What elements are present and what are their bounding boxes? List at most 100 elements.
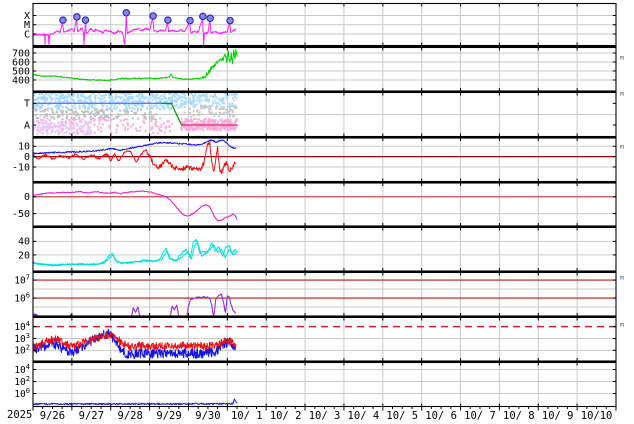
status-lavender-cloud-dot	[33, 128, 35, 131]
status-pink-cloud2-dot	[224, 120, 227, 123]
y-tick-label: 500	[12, 66, 30, 77]
status-gray-cloud-dot	[71, 111, 74, 114]
status-pink-cloud2-dot	[189, 119, 192, 122]
status-gray-cloud2-dot	[232, 115, 235, 118]
status-lavender-cloud-dot	[64, 124, 67, 127]
status-cyan-cloud2-dot	[191, 96, 194, 99]
pflux-burst2-series	[169, 304, 180, 316]
status-cyan-cloud-dot	[84, 106, 87, 109]
status-cyan-cloud-dot	[40, 106, 43, 109]
status-lavender-cloud-dot	[36, 133, 39, 136]
status-cyan-cloud-dot	[168, 93, 171, 95]
status-cyan-cloud-dot	[149, 101, 152, 104]
status-cyan-cloud-dot	[135, 105, 138, 108]
status-gray-cloud-dot	[104, 114, 107, 117]
electron-flux-panel	[33, 318, 616, 361]
status-pink-cloud2-dot	[185, 120, 188, 123]
status-cyan-cloud2-dot	[207, 100, 210, 103]
status-cyan-cloud-dot	[111, 93, 114, 95]
status-pink-cloud-dot	[163, 131, 166, 134]
status-gray-cloud2-dot	[205, 105, 208, 108]
status-cyan-cloud-dot	[180, 95, 183, 98]
status-cyan-cloud-dot	[158, 96, 161, 99]
status-pink-cloud2-dot	[188, 125, 191, 128]
flare-peak-marker	[206, 14, 214, 23]
status-lavender-cloud-dot	[42, 127, 45, 130]
status-gray-cloud2-dot	[201, 113, 204, 116]
status-pink-cloud-dot	[164, 127, 167, 130]
status-lavender-cloud-dot	[48, 124, 51, 127]
status-cyan-cloud-dot	[58, 93, 61, 95]
status-cyan-cloud-dot	[59, 102, 62, 105]
status-cyan-cloud2-dot	[184, 103, 187, 106]
status-cyan-cloud-dot	[129, 95, 132, 98]
status-lavender-cloud-dot	[89, 126, 92, 129]
status-cyan-cloud-dot	[150, 106, 153, 109]
y-tick-label: 0	[24, 192, 30, 203]
status-cyan-cloud2-dot	[224, 93, 227, 95]
status-pink-cloud2-dot	[214, 128, 217, 131]
status-pink-cloud2-dot	[204, 125, 207, 128]
status-cyan-cloud2-dot	[190, 93, 193, 95]
status-cyan-cloud-dot	[82, 103, 85, 106]
status-cyan-cloud-dot	[47, 103, 50, 106]
status-gray-cloud-dot	[61, 118, 64, 121]
status-cyan-cloud2-dot	[213, 93, 216, 96]
status-lavender-cloud-dot	[88, 133, 91, 136]
status-lavender-cloud-dot	[85, 120, 88, 123]
status-lavender-cloud-dot	[64, 122, 67, 125]
status-pink-cloud-dot	[79, 119, 82, 122]
status-gray-cloud2-dot	[208, 110, 211, 113]
status-cyan-cloud-dot	[118, 93, 121, 95]
status-pink-cloud-dot	[97, 117, 100, 120]
status-cyan-cloud-dot	[57, 100, 60, 103]
status-pink-cloud2-dot	[189, 128, 192, 131]
status-pink-cloud2-dot	[197, 126, 200, 129]
status-gray-cloud2-dot	[227, 110, 230, 113]
y-tick-label: X	[24, 11, 30, 22]
y-tick-label: 103	[14, 332, 30, 345]
status-pink-cloud2-dot	[219, 118, 222, 121]
status-gray-cloud-dot	[85, 110, 88, 113]
status-gray-cloud2-dot	[229, 108, 232, 111]
status-pink-cloud2-dot	[221, 121, 224, 124]
status-cyan-cloud-dot	[54, 105, 57, 108]
status-cyan-cloud-dot	[62, 96, 65, 99]
status-pink-cloud2-dot	[192, 118, 195, 121]
flare-peak-marker	[73, 13, 81, 21]
status-cyan-cloud-dot	[124, 101, 127, 104]
status-pink-cloud2-dot	[222, 120, 225, 123]
status-gray-cloud-dot	[155, 113, 158, 116]
status-pink-cloud-dot	[76, 129, 79, 132]
status-pink-cloud2-dot	[183, 120, 186, 123]
status-cyan-cloud-dot	[132, 103, 135, 106]
status-cyan-cloud-dot	[44, 93, 47, 96]
status-pink-cloud-dot	[44, 120, 47, 123]
status-pink-cloud-dot	[57, 121, 60, 124]
status-cyan-cloud2-dot	[214, 95, 217, 98]
status-cyan-cloud-dot	[159, 108, 162, 111]
status-gray-cloud-dot	[69, 108, 72, 111]
y-tick-label: -10	[12, 162, 30, 173]
status-cyan-cloud-dot	[136, 95, 139, 98]
status-gray-cloud2-dot	[222, 108, 225, 111]
status-pink-cloud2-dot	[188, 120, 191, 123]
status-pink-cloud-dot	[126, 124, 129, 127]
status-cyan-cloud2-dot	[188, 99, 191, 102]
status-pink-cloud2-dot	[204, 118, 207, 121]
y-tick-label: 600	[12, 57, 30, 68]
status-pink-cloud2-dot	[229, 119, 232, 122]
status-lavender-cloud-dot	[45, 128, 48, 131]
status-pink-cloud2-dot	[218, 128, 221, 131]
status-cyan-cloud2-dot	[196, 96, 199, 99]
status-cyan-cloud-dot	[173, 105, 176, 108]
status-cyan-cloud-dot	[144, 95, 147, 98]
status-lavender-cloud-dot	[54, 126, 57, 129]
status-pink-cloud-dot	[144, 129, 147, 132]
status-cyan-cloud-dot	[66, 97, 69, 100]
status-gray-cloud-dot	[34, 108, 37, 111]
status-cyan-cloud2-dot	[233, 99, 236, 102]
status-cyan-cloud2-dot	[191, 94, 194, 97]
status-cyan-cloud2-dot	[204, 104, 207, 107]
status-gray-cloud2-dot	[229, 107, 232, 110]
